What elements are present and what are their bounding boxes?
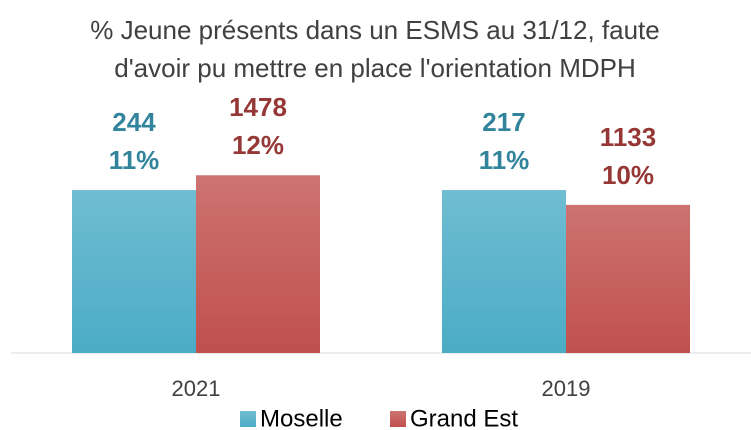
data-label: 11%: [479, 145, 530, 175]
bar: [72, 190, 196, 353]
count-label: 1478: [229, 92, 287, 122]
legend-marker: [240, 411, 256, 427]
legend-marker: [390, 411, 406, 427]
x-tick-label: 2019: [542, 376, 591, 401]
bar: [566, 204, 690, 353]
data-label: 10%: [602, 160, 654, 190]
chart-title: % Jeune présents dans un ESMS au 31/12, …: [90, 15, 660, 83]
data-label: 11%: [109, 145, 160, 175]
bar: [196, 175, 320, 353]
bar: [442, 190, 566, 353]
legend-label: Grand Est: [410, 405, 518, 430]
count-label: 1133: [600, 122, 656, 152]
x-tick-label: 2021: [172, 376, 221, 401]
count-label: 244: [112, 107, 156, 137]
legend-label: Moselle: [260, 405, 343, 430]
count-label: 217: [482, 107, 525, 137]
data-label: 12%: [232, 130, 284, 160]
